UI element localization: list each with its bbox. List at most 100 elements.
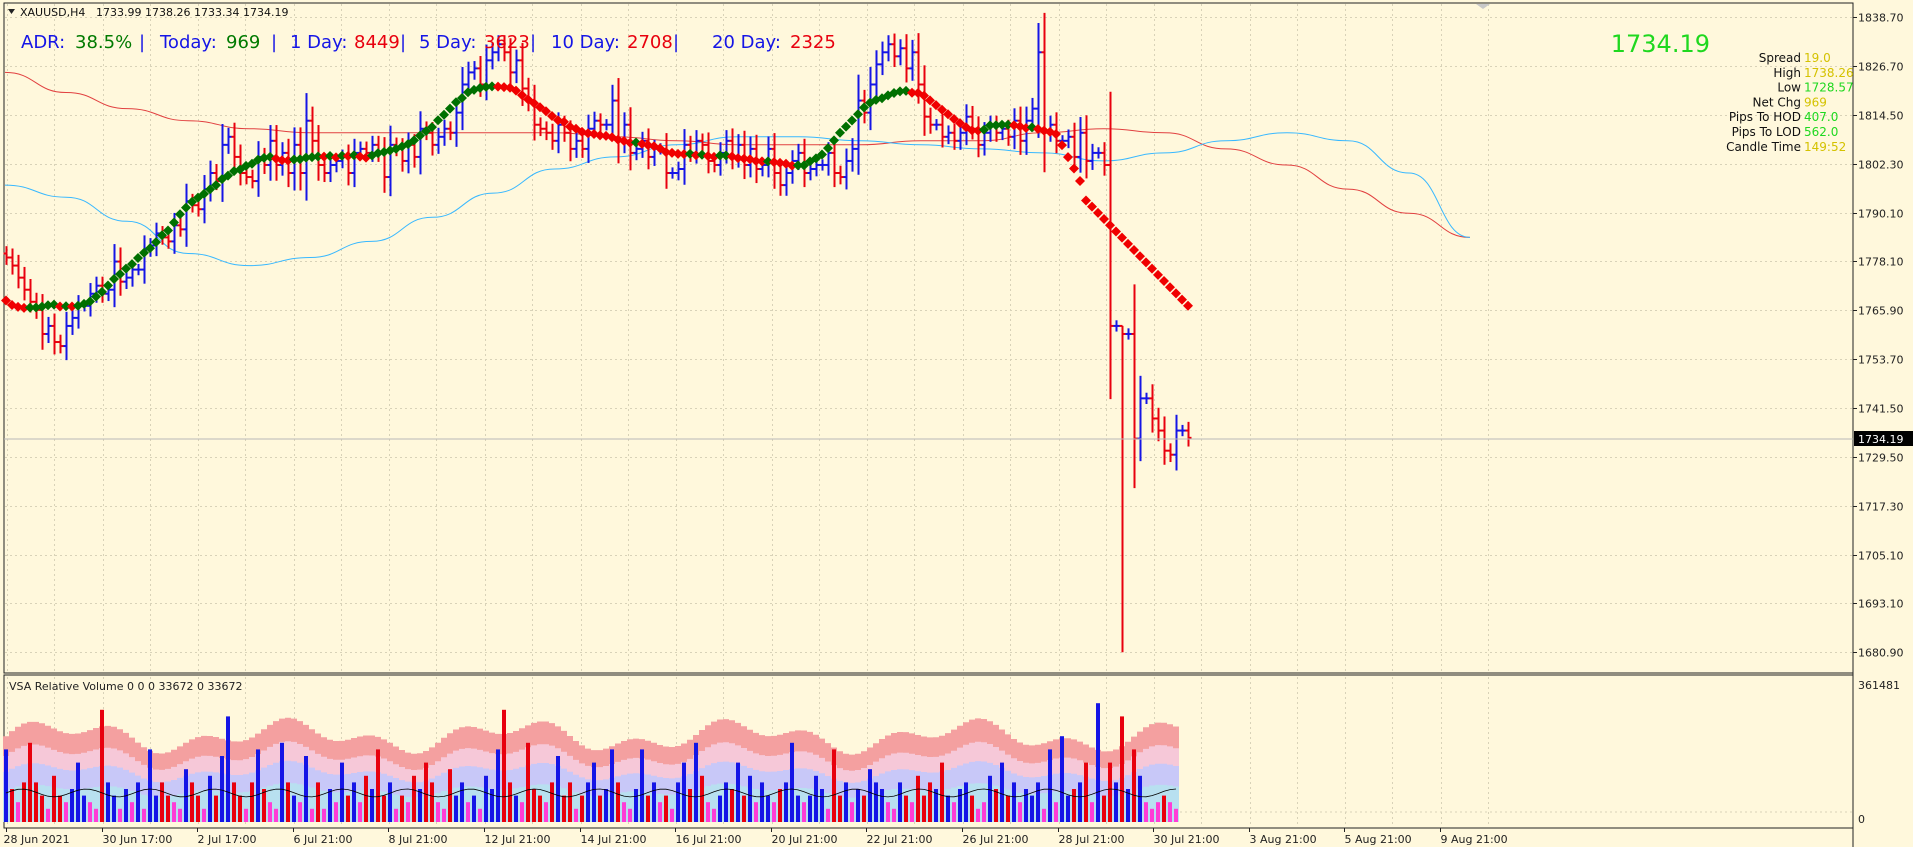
trend-diamond (151, 237, 161, 248)
volume-bar (1078, 782, 1082, 822)
sep-5: | (673, 32, 679, 53)
trend-diamond (757, 156, 767, 167)
time-axis[interactable]: 28 Jun 2021 30 Jun 17:00 2 Jul 17:00 6 Jul … (4, 828, 1508, 846)
trend-diamond (625, 137, 635, 148)
sep-2: | (271, 32, 277, 53)
current-price-tag: 1734.19 (1854, 431, 1913, 446)
volume-bar (928, 782, 932, 822)
volume-bar (298, 802, 302, 822)
volume-bar (82, 795, 86, 822)
trend-diamond (163, 225, 173, 236)
volume-bar (370, 789, 374, 822)
volume-bar (1084, 762, 1088, 822)
trend-diamond (769, 157, 779, 168)
trend-diamond (289, 154, 299, 165)
trend-diamond (85, 296, 95, 307)
volume-bar (922, 795, 926, 822)
shift-marker-icon[interactable] (1476, 4, 1490, 9)
volume-bar (472, 795, 476, 822)
volume-bar (154, 795, 158, 822)
trend-diamond (559, 116, 569, 127)
volume-bar (28, 742, 32, 822)
y-tick-label: 1693.10 (1858, 598, 1904, 611)
volume-bar (226, 716, 230, 822)
trend-diamond (1021, 123, 1031, 134)
volume-bar (190, 782, 194, 822)
trend-diamond (1093, 207, 1103, 218)
d1-label: 1 Day: (290, 32, 347, 53)
volume-bar (826, 808, 830, 822)
volume-bar (670, 808, 674, 822)
volume-bar (172, 802, 176, 822)
volume-bar (454, 795, 458, 822)
trend-diamond (247, 158, 257, 169)
volume-bar (382, 795, 386, 822)
volume-bar (328, 789, 332, 822)
trend-diamond (985, 120, 995, 131)
info-row-value: 562.0 (1804, 125, 1838, 139)
trend-diamond (835, 127, 845, 138)
volume-bar (286, 782, 290, 822)
volume-bar (202, 808, 206, 822)
trend-diamond (205, 184, 215, 195)
volume-bar (862, 795, 866, 822)
trend-diamond (121, 263, 131, 274)
volume-bar (1150, 808, 1154, 822)
x-tick-label: 6 Jul 21:00 (294, 833, 353, 846)
volume-bar (586, 782, 590, 822)
volume-bar (526, 742, 530, 822)
sep-3: | (400, 32, 406, 53)
trend-diamond (1147, 263, 1157, 274)
trend-diamond (817, 149, 827, 160)
adr-bar: ADR: 38.5% | Today: 969 | 1 Day: 8449 | … (21, 32, 836, 53)
volume-bar (1060, 736, 1064, 822)
volume-bar (160, 782, 164, 822)
volume-bar (256, 749, 260, 822)
volume-zero-label: 0 (1858, 813, 1865, 826)
trend-diamond (1087, 201, 1097, 212)
volume-bar (106, 782, 110, 822)
trend-diamond (793, 160, 803, 171)
trend-diamond (517, 90, 527, 101)
info-row-value: 19.0 (1804, 51, 1831, 65)
trend-diamond (739, 153, 749, 164)
volume-bar (322, 808, 326, 822)
volume-bar (952, 802, 956, 822)
volume-bar (100, 709, 104, 822)
volume-bar (970, 795, 974, 822)
volume-bar (376, 749, 380, 822)
trend-diamond (211, 180, 221, 191)
volume-bar (250, 782, 254, 822)
info-price: 1734.19 (1611, 30, 1710, 58)
volume-bar (838, 795, 842, 822)
dropdown-triangle-icon[interactable] (8, 9, 15, 14)
d20-label: 20 Day: (712, 32, 781, 53)
trend-diamond (919, 90, 929, 101)
volume-bar (1048, 749, 1052, 822)
volume-bars (4, 703, 1178, 822)
trend-diamond (355, 151, 365, 162)
volume-bar (112, 795, 116, 822)
adr-value: 38.5% (75, 32, 132, 53)
info-row-label: Low (1777, 81, 1801, 95)
x-tick-label: 30 Jun 17:00 (103, 833, 173, 846)
trend-diamond (1171, 288, 1181, 299)
x-tick-label: 28 Jun 2021 (4, 833, 70, 846)
trend-diamond (787, 160, 797, 171)
trend-diamond (1117, 232, 1127, 243)
trend-diamond (1177, 294, 1187, 305)
fast-ma-line (4, 132, 1471, 267)
volume-bar (124, 789, 128, 822)
trend-diamond (115, 269, 125, 280)
trend-diamond (961, 122, 971, 133)
volume-bar (724, 782, 728, 822)
volume-bar (292, 795, 296, 822)
volume-bar (550, 782, 554, 822)
volume-bar (958, 789, 962, 822)
trend-diamond (127, 259, 137, 270)
price-axis[interactable]: 1838.70 1826.70 1814.50 1802.30 1790.10 1778.… (1853, 12, 1904, 660)
info-row-value: 149:52 (1804, 140, 1846, 154)
y-tick-label: 1765.90 (1858, 305, 1904, 318)
